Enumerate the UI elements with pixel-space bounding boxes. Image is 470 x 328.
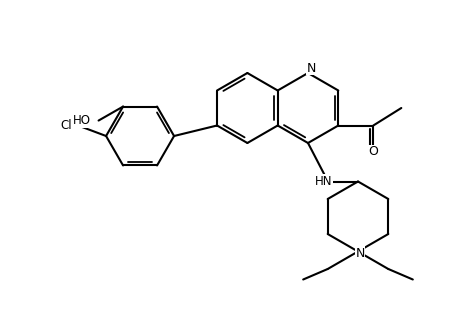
Text: HO: HO [72,114,91,127]
Text: N: N [355,247,365,260]
Text: Cl: Cl [61,119,72,132]
Text: O: O [368,145,378,158]
Text: HN: HN [315,175,333,188]
Text: N: N [306,62,316,74]
